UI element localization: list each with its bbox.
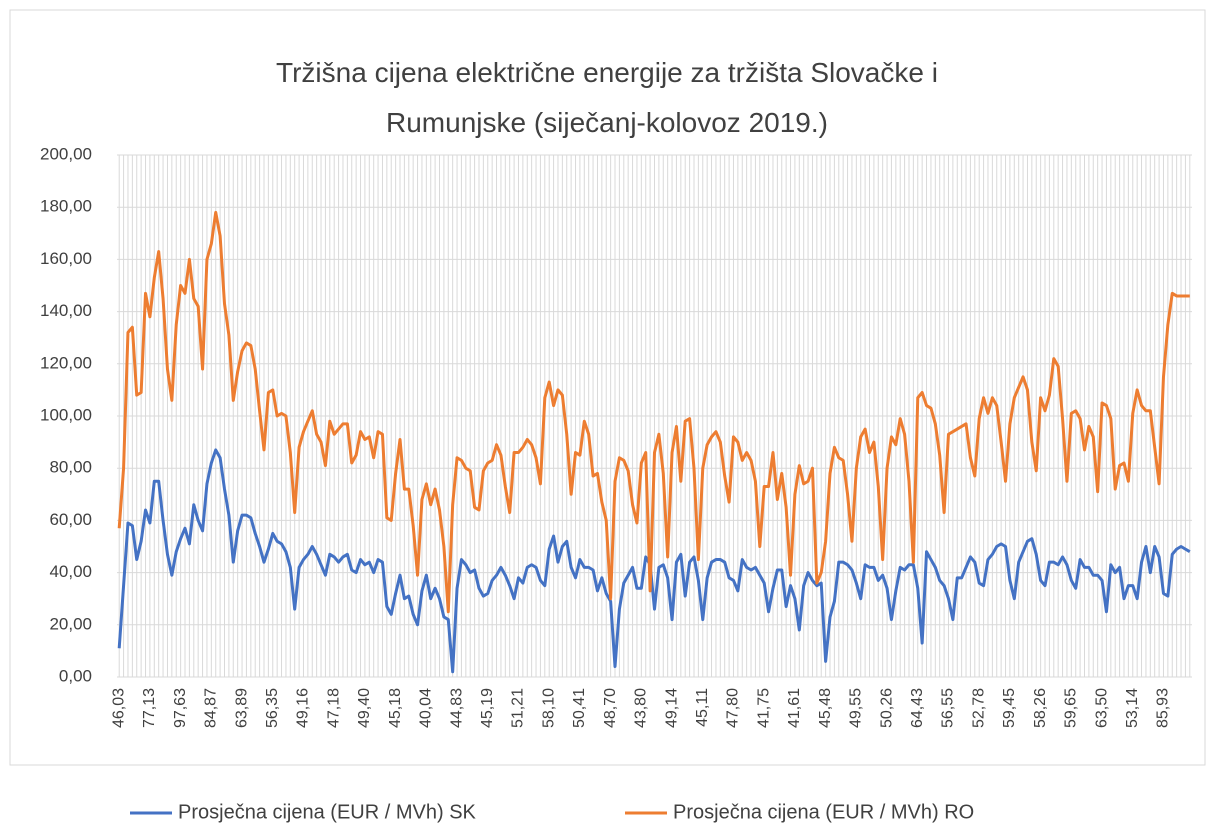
chart-border bbox=[9, 9, 1206, 766]
y-tick-label: 40,00 bbox=[49, 562, 92, 581]
x-tick-label: 85,93 bbox=[1155, 688, 1172, 728]
x-tick-label: 63,50 bbox=[1093, 688, 1110, 728]
x-tick-label: 49,40 bbox=[356, 688, 373, 728]
x-tick-label: 45,48 bbox=[817, 688, 834, 728]
x-tick-label: 50,41 bbox=[571, 688, 588, 728]
x-tick-label: 45,18 bbox=[387, 688, 404, 728]
y-tick-label: 180,00 bbox=[40, 197, 92, 216]
y-tick-label: 100,00 bbox=[40, 405, 92, 424]
x-tick-label: 47,80 bbox=[725, 688, 742, 728]
x-tick-label: 50,26 bbox=[878, 688, 895, 728]
y-tick-label: 120,00 bbox=[40, 353, 92, 372]
x-tick-label: 49,55 bbox=[848, 688, 865, 728]
x-tick-label: 63,89 bbox=[233, 688, 250, 728]
x-tick-label: 97,63 bbox=[172, 688, 189, 728]
y-tick-label: 200,00 bbox=[40, 144, 92, 163]
x-tick-label: 45,19 bbox=[479, 688, 496, 728]
y-tick-label: 20,00 bbox=[49, 614, 92, 633]
x-tick-label: 47,18 bbox=[325, 688, 342, 728]
legend-label: Prosječna cijena (EUR / MVh) SK bbox=[178, 801, 477, 823]
x-tick-label: 49,14 bbox=[663, 688, 680, 728]
x-tick-label: 59,65 bbox=[1063, 688, 1080, 728]
x-tick-label: 44,83 bbox=[448, 688, 465, 728]
y-tick-label: 0,00 bbox=[59, 666, 92, 685]
x-tick-label: 59,45 bbox=[1001, 688, 1018, 728]
x-tick-label: 40,04 bbox=[418, 688, 435, 728]
x-tick-label: 56,55 bbox=[940, 688, 957, 728]
y-tick-label: 140,00 bbox=[40, 301, 92, 320]
x-tick-label: 45,11 bbox=[694, 688, 711, 727]
x-tick-label: 58,26 bbox=[1032, 688, 1049, 728]
series-line bbox=[117, 448, 1191, 674]
x-tick-label: 53,14 bbox=[1124, 688, 1141, 728]
x-tick-label: 48,70 bbox=[602, 688, 619, 728]
x-tick-label: 49,16 bbox=[295, 688, 312, 728]
x-tick-label: 84,87 bbox=[203, 688, 220, 728]
x-tick-label: 43,80 bbox=[633, 688, 650, 728]
x-tick-label: 56,35 bbox=[264, 688, 281, 728]
x-tick-label: 41,75 bbox=[755, 688, 772, 728]
y-tick-label: 80,00 bbox=[49, 458, 92, 477]
y-tick-label: 160,00 bbox=[40, 249, 92, 268]
x-tick-label: 41,61 bbox=[786, 688, 803, 728]
x-tick-label: 64,43 bbox=[909, 688, 926, 728]
legend-label: Prosječna cijena (EUR / MVh) RO bbox=[673, 801, 974, 823]
x-tick-label: 77,13 bbox=[141, 688, 158, 728]
x-tick-label: 46,03 bbox=[110, 688, 127, 728]
y-tick-label: 60,00 bbox=[49, 510, 92, 529]
chart-title: Tržišna cijena električne energije za tr… bbox=[276, 57, 938, 138]
x-tick-label: 52,78 bbox=[970, 688, 987, 728]
x-tick-label: 58,10 bbox=[540, 688, 557, 728]
series-line bbox=[117, 210, 1190, 614]
x-tick-label: 51,21 bbox=[510, 688, 527, 728]
